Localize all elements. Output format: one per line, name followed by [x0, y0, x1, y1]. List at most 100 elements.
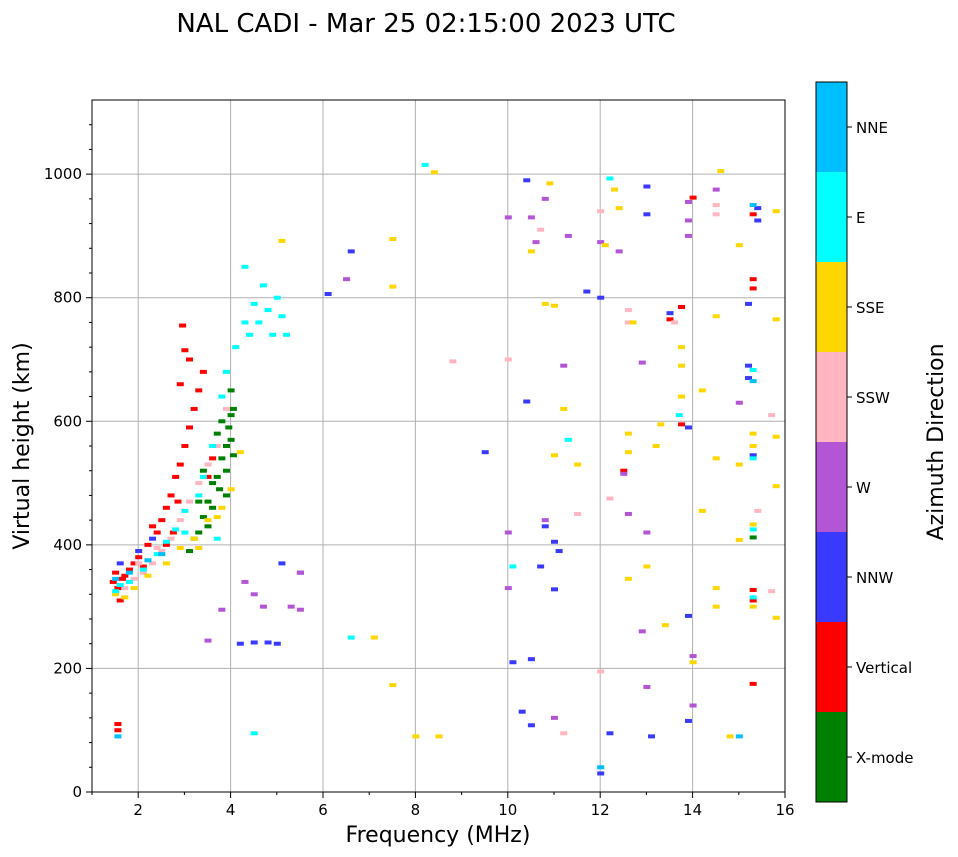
data-point [435, 734, 443, 739]
data-point [179, 323, 187, 328]
x-tick-label: 14 [683, 801, 702, 819]
data-point [116, 561, 124, 566]
data-point [661, 623, 669, 628]
colorbar-tick-label: SSW [856, 389, 890, 407]
data-point [174, 499, 182, 504]
colorbar-label: Azimuth Direction [924, 343, 949, 540]
data-point [551, 453, 558, 458]
y-tick-label: 600 [53, 412, 82, 430]
data-point [222, 444, 230, 448]
data-point [574, 511, 582, 516]
data-point [678, 345, 686, 350]
data-point [158, 552, 166, 557]
data-point [689, 703, 697, 708]
data-point [130, 561, 138, 566]
data-point [324, 292, 332, 297]
y-tick-label: 200 [53, 659, 82, 677]
data-point [149, 561, 157, 566]
data-point [684, 199, 692, 204]
data-point [241, 320, 249, 325]
data-point [689, 195, 697, 200]
data-point [112, 570, 120, 575]
data-point [678, 394, 686, 399]
data-point [712, 604, 720, 609]
data-point [209, 456, 217, 461]
data-point [229, 406, 237, 411]
data-point [749, 587, 757, 592]
data-point [574, 462, 582, 467]
data-point [236, 450, 244, 455]
data-point [343, 277, 351, 282]
data-point [264, 640, 272, 645]
data-point [564, 233, 572, 238]
data-point [229, 453, 237, 458]
data-point [749, 681, 757, 686]
data-point [121, 573, 129, 578]
x-tick-label: 8 [411, 801, 421, 819]
data-point [213, 431, 221, 436]
x-tick-label: 6 [318, 801, 328, 819]
data-point [204, 474, 212, 479]
data-point [167, 536, 175, 541]
data-point [597, 765, 605, 770]
data-point [278, 314, 286, 319]
data-point [749, 598, 757, 603]
data-marks [109, 162, 780, 776]
data-point [213, 515, 221, 520]
data-point [597, 295, 605, 300]
data-point [121, 595, 129, 600]
series-nnw [116, 178, 762, 776]
data-point [745, 363, 753, 368]
data-point [199, 515, 207, 520]
x-tick-label: 16 [775, 801, 794, 819]
data-point [551, 539, 558, 544]
data-point [199, 474, 207, 479]
data-point [112, 592, 120, 597]
data-point [504, 357, 512, 362]
data-point [541, 524, 549, 529]
colorbar-segment [816, 442, 847, 532]
data-point [112, 589, 120, 594]
data-point [537, 227, 545, 232]
data-point [643, 212, 651, 217]
data-point [597, 669, 605, 674]
data-point [541, 518, 549, 523]
data-point [537, 564, 545, 569]
data-point [527, 249, 535, 254]
data-point [181, 508, 189, 513]
data-point [583, 289, 591, 294]
colorbar-tick-label: NNW [856, 569, 893, 587]
data-point [643, 530, 651, 535]
data-point [652, 444, 660, 448]
y-tick-label: 1000 [44, 165, 82, 183]
data-point [749, 456, 757, 461]
data-point [712, 314, 720, 319]
colorbar-segment [816, 82, 847, 172]
data-point [504, 586, 512, 591]
data-point [772, 317, 780, 322]
colorbar-tick-label: X-mode [856, 749, 913, 767]
data-point [541, 196, 549, 201]
data-point [158, 549, 166, 554]
data-point [222, 369, 230, 374]
data-point [624, 431, 632, 436]
data-point [546, 181, 554, 186]
data-point [186, 357, 194, 362]
data-point [139, 567, 147, 572]
data-point [527, 215, 535, 220]
data-point [551, 303, 558, 308]
data-point [176, 545, 184, 550]
data-point [273, 641, 281, 646]
data-point [449, 359, 457, 364]
data-point [176, 518, 184, 523]
data-point [564, 437, 572, 442]
data-point [209, 444, 217, 448]
data-point [278, 238, 286, 243]
data-point [527, 723, 535, 728]
data-point [112, 576, 120, 581]
data-point [125, 570, 133, 575]
data-point [597, 240, 605, 245]
data-point [624, 511, 632, 516]
x-tick-label: 2 [133, 801, 143, 819]
data-point [678, 304, 686, 309]
